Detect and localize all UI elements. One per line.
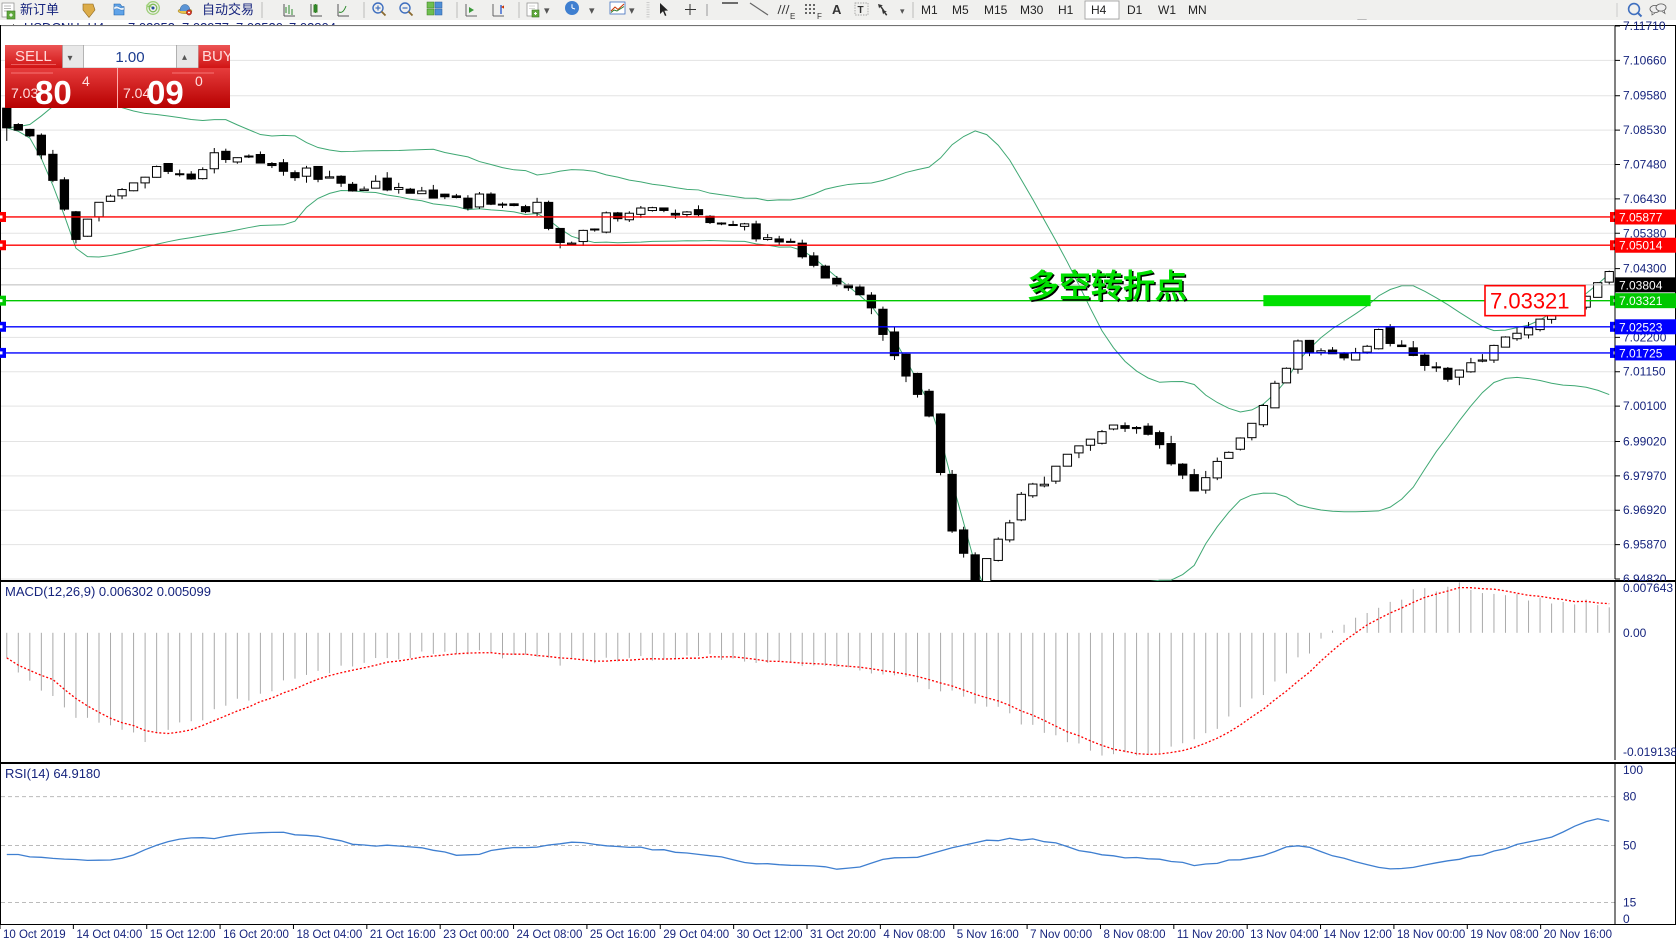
svg-text:▾: ▾ bbox=[589, 5, 595, 17]
svg-text:0: 0 bbox=[1623, 912, 1630, 926]
svg-text:6.96920: 6.96920 bbox=[1623, 503, 1667, 517]
svg-text:6.95870: 6.95870 bbox=[1623, 538, 1667, 552]
svg-text:T: T bbox=[858, 5, 864, 16]
svg-text:29 Oct 04:00: 29 Oct 04:00 bbox=[663, 929, 729, 941]
svg-text:14 Oct 04:00: 14 Oct 04:00 bbox=[76, 929, 142, 941]
svg-text:7.04300: 7.04300 bbox=[1623, 262, 1667, 276]
svg-text:H4: H4 bbox=[1091, 3, 1107, 17]
svg-text:SELL: SELL bbox=[15, 48, 52, 65]
svg-text:7.03321: 7.03321 bbox=[1490, 289, 1570, 314]
svg-text:7.08530: 7.08530 bbox=[1623, 123, 1667, 137]
svg-text:24 Oct 08:00: 24 Oct 08:00 bbox=[517, 929, 583, 941]
svg-text:23 Oct 00:00: 23 Oct 00:00 bbox=[443, 929, 509, 941]
svg-text:25 Oct 16:00: 25 Oct 16:00 bbox=[590, 929, 656, 941]
svg-text:新订单: 新订单 bbox=[20, 2, 59, 17]
svg-text:7.03321: 7.03321 bbox=[1619, 294, 1663, 308]
svg-text:-0.019138: -0.019138 bbox=[1623, 745, 1676, 759]
svg-text:7.06430: 7.06430 bbox=[1623, 192, 1667, 206]
svg-text:7.01725: 7.01725 bbox=[1619, 346, 1663, 360]
svg-text:16 Oct 20:00: 16 Oct 20:00 bbox=[223, 929, 289, 941]
svg-text:▾: ▾ bbox=[900, 6, 905, 16]
svg-text:RSI(14) 64.9180: RSI(14) 64.9180 bbox=[5, 766, 100, 781]
svg-text:7.10660: 7.10660 bbox=[1623, 53, 1667, 67]
svg-text:7.03804: 7.03804 bbox=[1619, 278, 1663, 292]
svg-text:6.97970: 6.97970 bbox=[1623, 469, 1667, 483]
svg-text:21 Oct 16:00: 21 Oct 16:00 bbox=[370, 929, 436, 941]
svg-text:100: 100 bbox=[1623, 763, 1643, 777]
svg-text:80: 80 bbox=[1623, 790, 1637, 804]
svg-text:5 Nov 16:00: 5 Nov 16:00 bbox=[957, 929, 1019, 941]
svg-text:MACD(12,26,9) 0.006302 0.005: MACD(12,26,9) 0.006302 0.005099 bbox=[5, 584, 211, 599]
svg-text:0: 0 bbox=[195, 73, 203, 89]
svg-text:7.05877: 7.05877 bbox=[1619, 210, 1663, 224]
svg-text:7 Nov 00:00: 7 Nov 00:00 bbox=[1030, 929, 1092, 941]
svg-text:A: A bbox=[832, 2, 842, 17]
svg-text:7.00100: 7.00100 bbox=[1623, 399, 1667, 413]
svg-text:M5: M5 bbox=[952, 3, 969, 17]
svg-text:多空转折点: 多空转折点 bbox=[1027, 268, 1187, 304]
svg-text:15: 15 bbox=[1623, 896, 1637, 910]
svg-text:D1: D1 bbox=[1127, 3, 1143, 17]
svg-text:▾: ▾ bbox=[544, 5, 550, 17]
svg-text:4: 4 bbox=[82, 73, 90, 89]
svg-text:20 Nov 16:00: 20 Nov 16:00 bbox=[1544, 929, 1612, 941]
svg-text:30 Oct 12:00: 30 Oct 12:00 bbox=[737, 929, 803, 941]
svg-text:BUY: BUY bbox=[202, 48, 230, 65]
svg-text:W1: W1 bbox=[1158, 3, 1176, 17]
svg-text:MN: MN bbox=[1188, 3, 1207, 17]
svg-text:18 Nov 00:00: 18 Nov 00:00 bbox=[1397, 929, 1465, 941]
svg-text:8 Nov 08:00: 8 Nov 08:00 bbox=[1103, 929, 1165, 941]
svg-text:6.99020: 6.99020 bbox=[1623, 434, 1667, 448]
svg-text:13 Nov 04:00: 13 Nov 04:00 bbox=[1250, 929, 1318, 941]
svg-text:▾: ▾ bbox=[68, 53, 73, 64]
svg-text:7.05014: 7.05014 bbox=[1619, 239, 1663, 253]
svg-text:7.09580: 7.09580 bbox=[1623, 89, 1667, 103]
svg-text:31 Oct 20:00: 31 Oct 20:00 bbox=[810, 929, 876, 941]
svg-text:09: 09 bbox=[147, 74, 184, 108]
svg-text:10 Oct 2019: 10 Oct 2019 bbox=[3, 929, 66, 941]
svg-text:7.07480: 7.07480 bbox=[1623, 157, 1667, 171]
svg-text:M30: M30 bbox=[1020, 3, 1044, 17]
svg-text:M1: M1 bbox=[921, 3, 938, 17]
svg-text:▴: ▴ bbox=[182, 52, 187, 63]
svg-text:7.11710: 7.11710 bbox=[1623, 19, 1666, 33]
svg-text:15 Oct 12:00: 15 Oct 12:00 bbox=[150, 929, 216, 941]
svg-text:80: 80 bbox=[35, 74, 72, 108]
svg-text:1.00: 1.00 bbox=[115, 49, 144, 66]
svg-text:▾: ▾ bbox=[629, 5, 635, 17]
svg-text:H1: H1 bbox=[1058, 3, 1074, 17]
svg-text:0.00: 0.00 bbox=[1623, 626, 1647, 640]
svg-text:自动交易: 自动交易 bbox=[202, 2, 254, 17]
svg-text:4 Nov 08:00: 4 Nov 08:00 bbox=[883, 929, 945, 941]
svg-text:19 Nov 08:00: 19 Nov 08:00 bbox=[1470, 929, 1538, 941]
svg-text:7.02523: 7.02523 bbox=[1619, 320, 1663, 334]
svg-text:18 Oct 04:00: 18 Oct 04:00 bbox=[296, 929, 362, 941]
svg-text:50: 50 bbox=[1623, 839, 1637, 853]
svg-text:0.007643: 0.007643 bbox=[1623, 581, 1673, 595]
svg-text:14 Nov 12:00: 14 Nov 12:00 bbox=[1324, 929, 1392, 941]
svg-text:11 Nov 20:00: 11 Nov 20:00 bbox=[1177, 929, 1245, 941]
svg-text:7.01150: 7.01150 bbox=[1623, 365, 1666, 379]
svg-text:M15: M15 bbox=[984, 3, 1008, 17]
